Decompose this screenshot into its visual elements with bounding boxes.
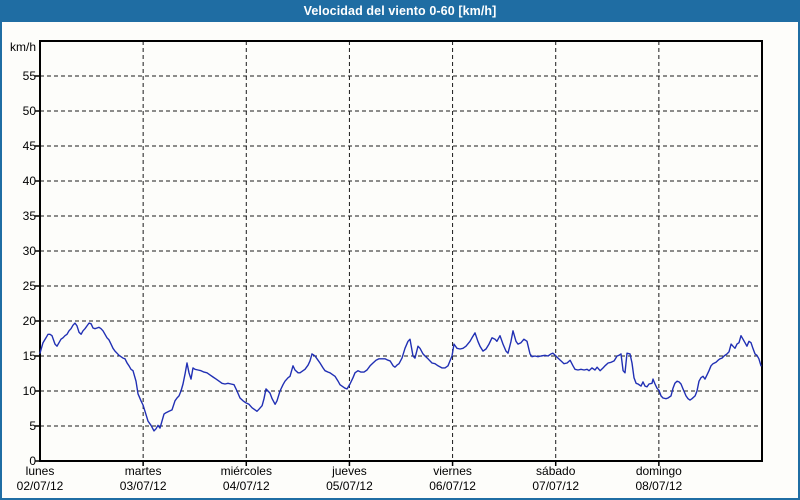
day-name: viernes [433,464,472,478]
y-tick-label-40: 40 [22,174,36,188]
day-date: 06/07/12 [429,479,476,493]
day-name: lunes [25,464,55,478]
y-tick-label-25: 25 [22,279,36,293]
y-tick-label-30: 30 [22,244,36,258]
chart-title-bar: Velocidad del viento 0-60 [km/h] [0,0,800,22]
plot-area [35,40,763,466]
wind-speed-line [39,322,762,432]
day-name: martes [124,464,162,478]
x-axis-label-sábado: sábado 07/07/12 [506,464,606,494]
day-name: jueves [332,464,367,478]
y-tick-label-5: 5 [29,419,36,433]
day-name: domingo [635,464,682,478]
y-tick-label-15: 15 [22,349,36,363]
x-axis-label-jueves: jueves 05/07/12 [299,464,399,494]
day-name: miércoles [220,464,272,478]
y-tick-label-55: 55 [22,69,36,83]
y-tick-label-45: 45 [22,139,36,153]
day-date: 03/07/12 [119,479,167,493]
x-axis-label-miércoles: miércoles 04/07/12 [196,464,296,494]
y-tick-label-20: 20 [22,314,36,328]
day-date: 08/07/12 [635,479,683,493]
chart-title: Velocidad del viento 0-60 [km/h] [303,4,497,18]
y-tick-label-10: 10 [22,384,36,398]
y-tick-label-0: 0 [29,454,36,468]
day-date: 05/07/12 [326,479,373,493]
x-axis-label-lunes: lunes 02/07/12 [0,464,90,494]
y-axis-unit-label: km/h [9,40,36,54]
y-tick-label-50: 50 [22,104,36,118]
day-date: 04/07/12 [222,479,270,493]
x-axis-label-domingo: domingo 08/07/12 [609,464,709,494]
day-date: 07/07/12 [532,479,580,493]
x-axis-label-martes: martes 03/07/12 [93,464,193,494]
day-date: 02/07/12 [16,479,64,493]
x-axis-label-viernes: viernes 06/07/12 [403,464,503,494]
y-tick-label-35: 35 [22,209,36,223]
day-name: sábado [536,464,576,478]
